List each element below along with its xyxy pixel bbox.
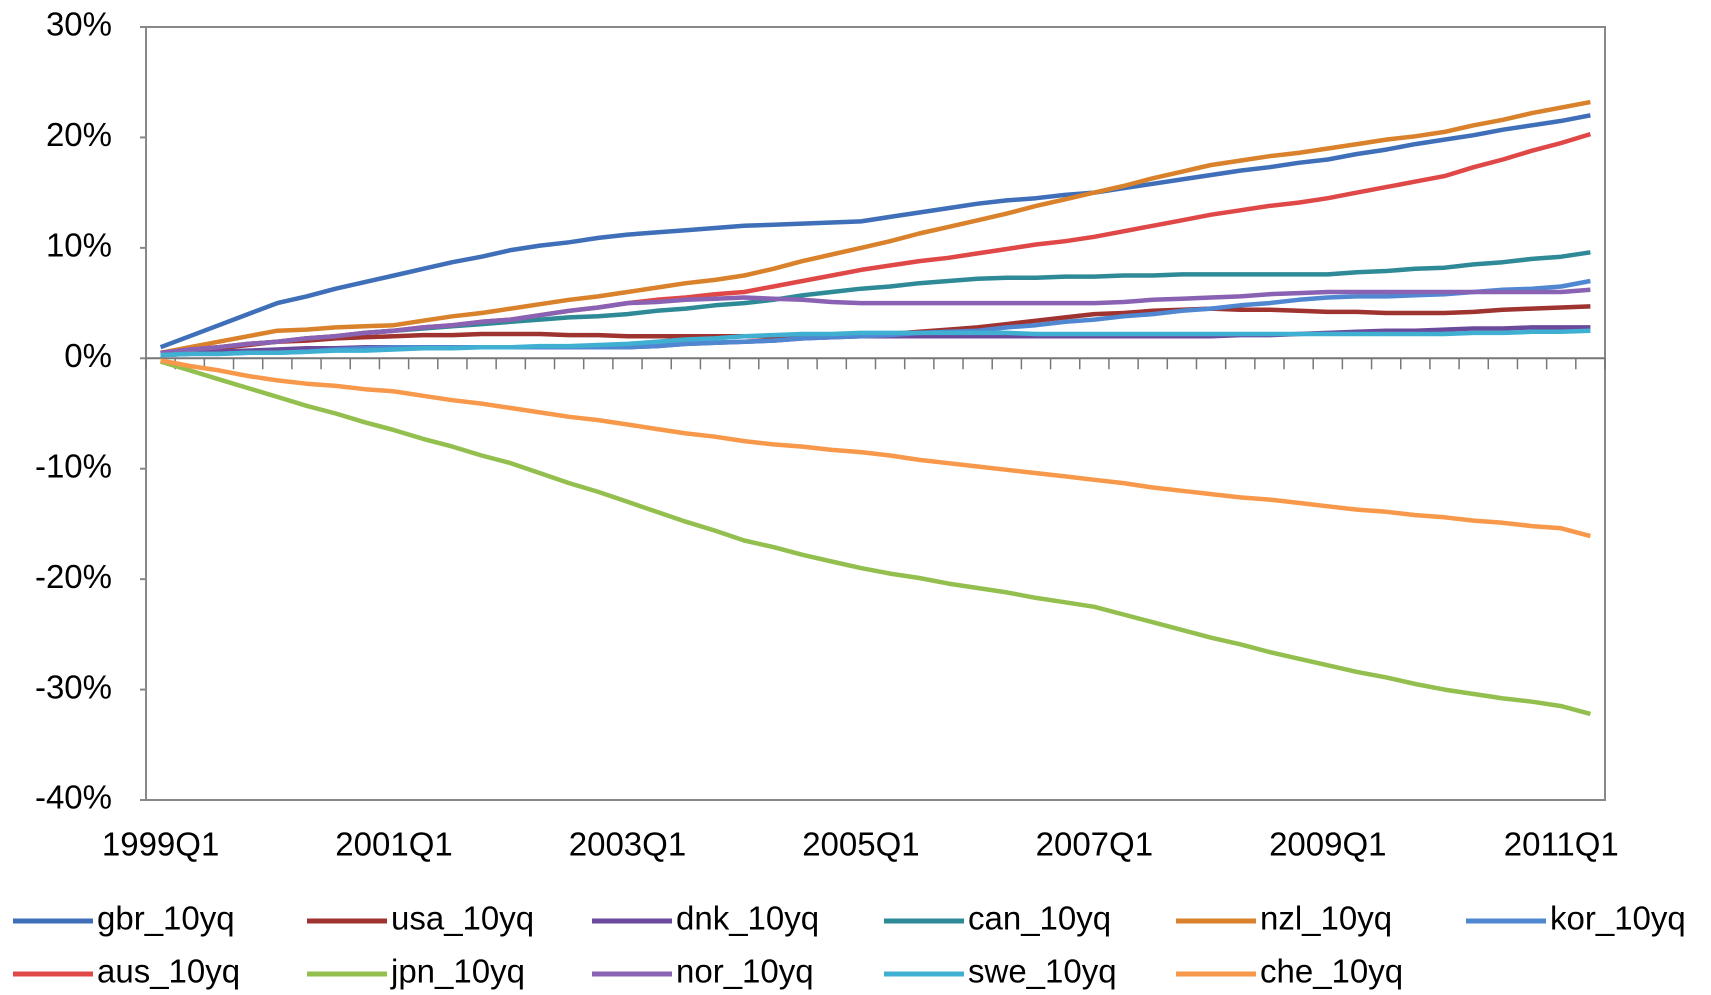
- x-tick-label: 2005Q1: [802, 826, 919, 863]
- legend-label: aus_10yq: [97, 953, 240, 990]
- x-tick-label: 2003Q1: [569, 826, 686, 863]
- y-tick-label: 0%: [64, 337, 112, 374]
- series-line: [160, 99, 1591, 356]
- series-line: [160, 328, 1591, 358]
- x-tick-label: 1999Q1: [102, 826, 219, 863]
- legend-label: usa_10yq: [391, 900, 534, 937]
- x-tick-label: 2009Q1: [1269, 826, 1386, 863]
- y-tick-label: 10%: [46, 227, 112, 264]
- series-line: [159, 359, 1591, 717]
- legend-label: nzl_10yq: [1260, 900, 1392, 937]
- legend-label: kor_10yq: [1550, 900, 1686, 937]
- legend-label: jpn_10yq: [390, 953, 525, 990]
- legend-label: nor_10yq: [676, 953, 814, 990]
- y-tick-label: -20%: [35, 558, 112, 595]
- y-tick-label: 20%: [46, 116, 112, 153]
- x-tick-label: 2011Q1: [1504, 826, 1619, 863]
- legend-label: che_10yq: [1260, 953, 1403, 990]
- y-tick-label: -30%: [35, 668, 112, 705]
- legend-label: swe_10yq: [968, 953, 1117, 990]
- series-line: [160, 358, 1591, 539]
- x-tick-label: 2007Q1: [1036, 826, 1153, 863]
- y-tick-label: -40%: [35, 779, 112, 816]
- plot-frame: [145, 26, 1606, 801]
- y-tick-label: 30%: [46, 6, 112, 43]
- series-line: [159, 113, 1591, 350]
- legend-label: dnk_10yq: [676, 900, 819, 937]
- legend-label: gbr_10yq: [97, 900, 235, 937]
- x-tick-label: 2001Q1: [335, 826, 452, 863]
- y-tick-label: -10%: [35, 447, 112, 484]
- legend-label: can_10yq: [968, 900, 1111, 937]
- series-line: [160, 287, 1591, 356]
